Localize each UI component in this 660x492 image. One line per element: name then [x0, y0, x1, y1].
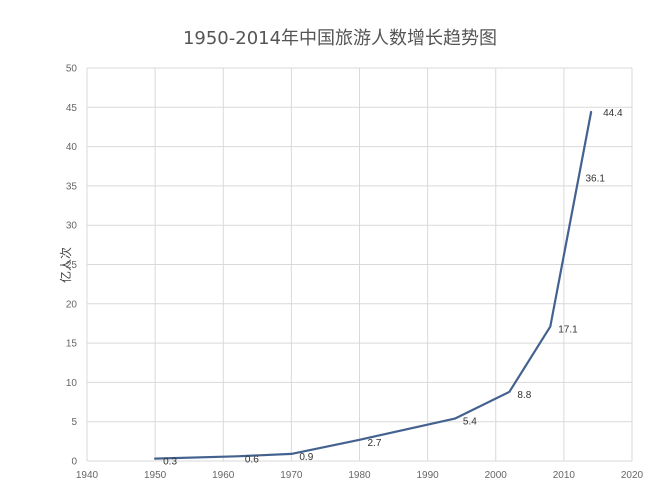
- chart-title: 1950-2014年中国旅游人数增长趋势图: [183, 28, 497, 49]
- y-tick-label: 0: [71, 457, 77, 468]
- x-tick-label: 2020: [621, 470, 644, 481]
- x-tick-label: 2010: [553, 470, 576, 481]
- y-axis-label: 亿人次: [58, 247, 73, 283]
- x-tick-label: 1940: [76, 470, 99, 481]
- x-tick-label: 1950: [144, 470, 167, 481]
- y-tick-label: 50: [66, 64, 78, 75]
- x-tick-label: 1970: [280, 470, 303, 481]
- y-tick-label: 20: [66, 299, 78, 310]
- y-tick-label: 35: [66, 181, 78, 192]
- data-label: 8.8: [517, 390, 531, 401]
- data-label: 2.7: [368, 438, 382, 449]
- data-label: 0.9: [299, 452, 313, 463]
- y-tick-label: 25: [66, 260, 78, 271]
- y-tick-label: 30: [66, 221, 78, 232]
- data-labels: 0.3 0.6 0.9 2.7 5.4 8.8 17.1 44.4 36.1: [163, 108, 623, 468]
- y-tick-label: 15: [66, 339, 78, 350]
- data-label: 5.4: [463, 417, 477, 428]
- series-group: [154, 110, 593, 460]
- data-label: 44.4: [603, 108, 623, 119]
- x-tick-label: 2000: [485, 470, 508, 481]
- y-tick-label: 5: [71, 417, 77, 428]
- x-tick-label: 1980: [348, 470, 371, 481]
- y-tick-label: 40: [66, 142, 78, 153]
- data-label: 17.1: [558, 325, 578, 336]
- x-tick-label: 1990: [417, 470, 440, 481]
- data-label: 36.1: [586, 173, 606, 184]
- axis-ticks: 0 5 10 15 20 25 30 35 40 45 50 1940 1950 1960 1970 1980…: [66, 64, 644, 482]
- series-line: [154, 110, 593, 460]
- data-label: 0.6: [245, 454, 259, 465]
- grid: [86, 67, 633, 462]
- data-label: 0.3: [163, 457, 177, 468]
- y-tick-label: 45: [66, 103, 78, 114]
- x-tick-label: 1960: [212, 470, 235, 481]
- y-tick-label: 10: [66, 378, 78, 389]
